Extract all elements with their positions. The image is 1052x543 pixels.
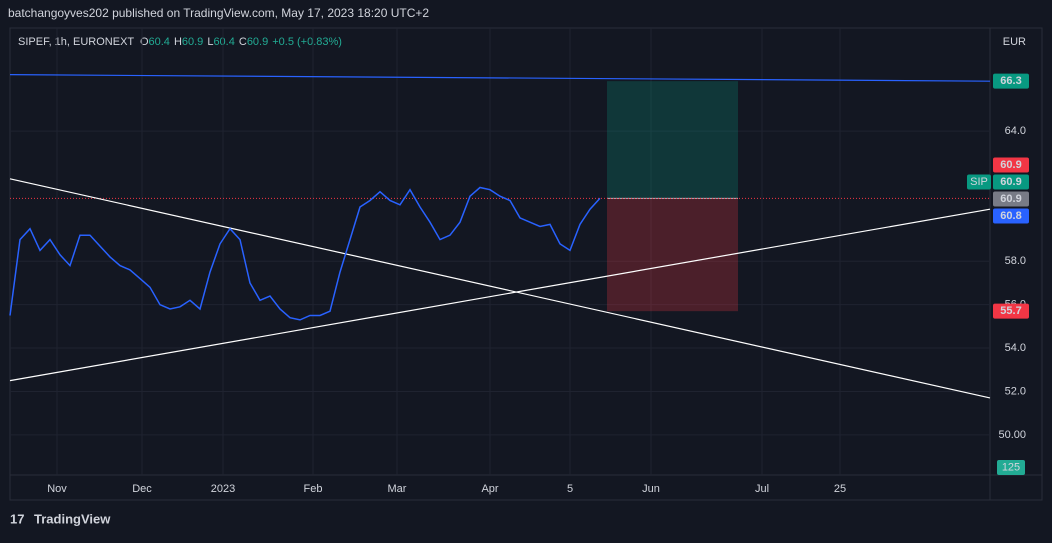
ohlc-value: 60.4 [213, 36, 234, 48]
y-tick-label: 64.0 [1005, 125, 1026, 137]
price-label: 60.8 [1000, 210, 1021, 222]
y-tick-label: 52.0 [1005, 385, 1026, 397]
symbol: SIPEF, 1h, EURONEXT [18, 36, 134, 48]
price-label: 60.9 [1000, 176, 1021, 188]
ohlc-key: H [174, 36, 182, 48]
x-tick-label: Nov [47, 483, 67, 495]
price-label-bg [993, 208, 1029, 224]
ohlc-value: 60.4 [149, 36, 170, 48]
x-tick-label: Feb [304, 483, 323, 495]
x-tick-label: 25 [834, 483, 846, 495]
ohlc-key: C [239, 36, 247, 48]
trend-line [9, 74, 991, 82]
stop-zone [607, 198, 738, 312]
target-zone [607, 81, 738, 199]
series-tag: SIP [970, 176, 988, 188]
brand: TradingView [34, 511, 111, 526]
legend: SIPEF, 1h, EURONEXT O60.4 H60.9 L60.4 C60.9 +… [18, 36, 342, 48]
x-tick-label: Jul [755, 483, 769, 495]
currency: EUR [1003, 36, 1026, 48]
trend-line [9, 178, 991, 399]
y-tick-label: 54.0 [1005, 342, 1026, 354]
volume-label-bg [997, 460, 1025, 475]
price-label-bg [993, 73, 1029, 89]
price-label: 60.9 [1000, 193, 1021, 205]
ohlc-key: O [140, 36, 149, 48]
price-label: 55.7 [1000, 305, 1021, 317]
ohlc-value: 60.9 [182, 36, 203, 48]
change: +0.5 (+0.83%) [272, 36, 342, 48]
price-label-bg [993, 174, 1029, 190]
price-label: 66.3 [1000, 75, 1021, 87]
y-tick-label: 58.0 [1005, 255, 1026, 267]
x-tick-label: 2023 [211, 483, 235, 495]
ohlc-value: 60.9 [247, 36, 268, 48]
price-label-bg [993, 191, 1029, 207]
x-tick-label: Mar [388, 483, 407, 495]
x-tick-label: Dec [132, 483, 152, 495]
price-label-bg [993, 157, 1029, 173]
x-tick-label: Apr [481, 483, 498, 495]
price-label-bg [993, 303, 1029, 319]
trend-line [9, 208, 991, 382]
x-tick-label: Jun [642, 483, 660, 495]
chart-frame [9, 27, 1043, 501]
x-tick-label: 5 [567, 483, 573, 495]
y-tick-label: 50.00 [998, 429, 1026, 441]
header: batchangoyves202 published on TradingVie… [8, 6, 429, 20]
volume-label: 125 [1002, 461, 1020, 473]
price-line-series [9, 186, 601, 321]
series-tag-bg [967, 174, 991, 190]
brand-logo: 17 [10, 511, 24, 526]
ohlc-key: L [207, 36, 213, 48]
price-label: 60.9 [1000, 159, 1021, 171]
